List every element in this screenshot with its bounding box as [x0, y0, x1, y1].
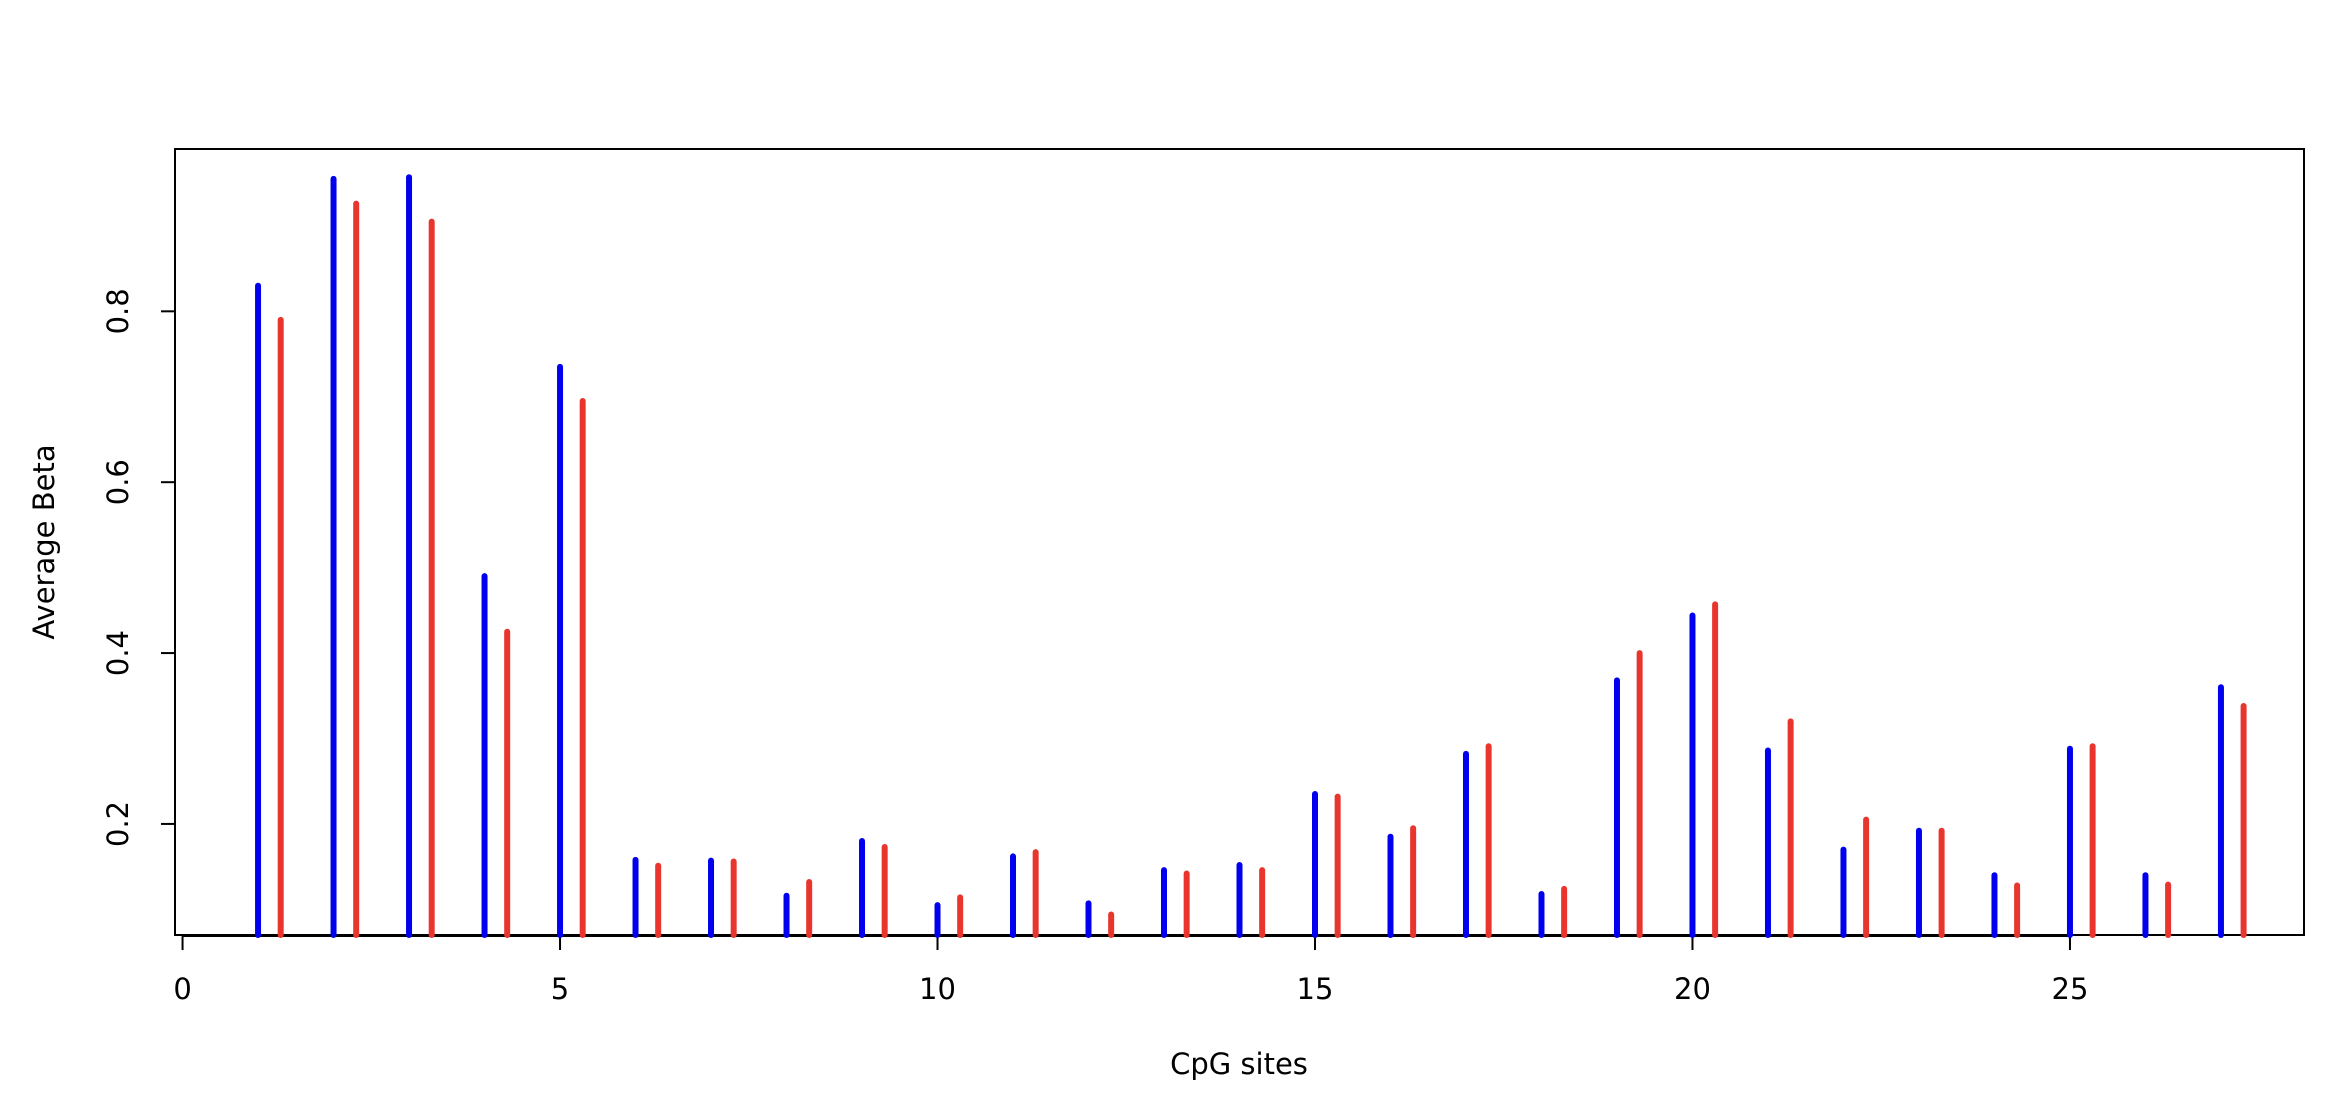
y-tick-label: 0.8	[101, 288, 135, 334]
y-axis-label: Average Beta	[27, 444, 61, 639]
x-tick-label: 10	[919, 972, 956, 1006]
y-tick-label: 0.4	[101, 630, 135, 676]
x-tick-label: 15	[1297, 972, 1334, 1006]
plot-frame	[174, 148, 2305, 936]
x-tick-label: 20	[1674, 972, 1711, 1006]
x-tick-label: 0	[173, 972, 191, 1006]
x-axis: 0 5 10 15 20 25	[173, 935, 2089, 1006]
y-axis: 0.2 0.4 0.6 0.8	[101, 288, 176, 847]
data-bars	[255, 174, 2247, 938]
x-tick-label: 5	[551, 972, 569, 1006]
x-axis-label: CpG sites	[1170, 1047, 1308, 1081]
y-tick-label: 0.6	[101, 459, 135, 505]
x-tick-label: 25	[2052, 972, 2089, 1006]
y-tick-label: 0.2	[101, 801, 135, 847]
